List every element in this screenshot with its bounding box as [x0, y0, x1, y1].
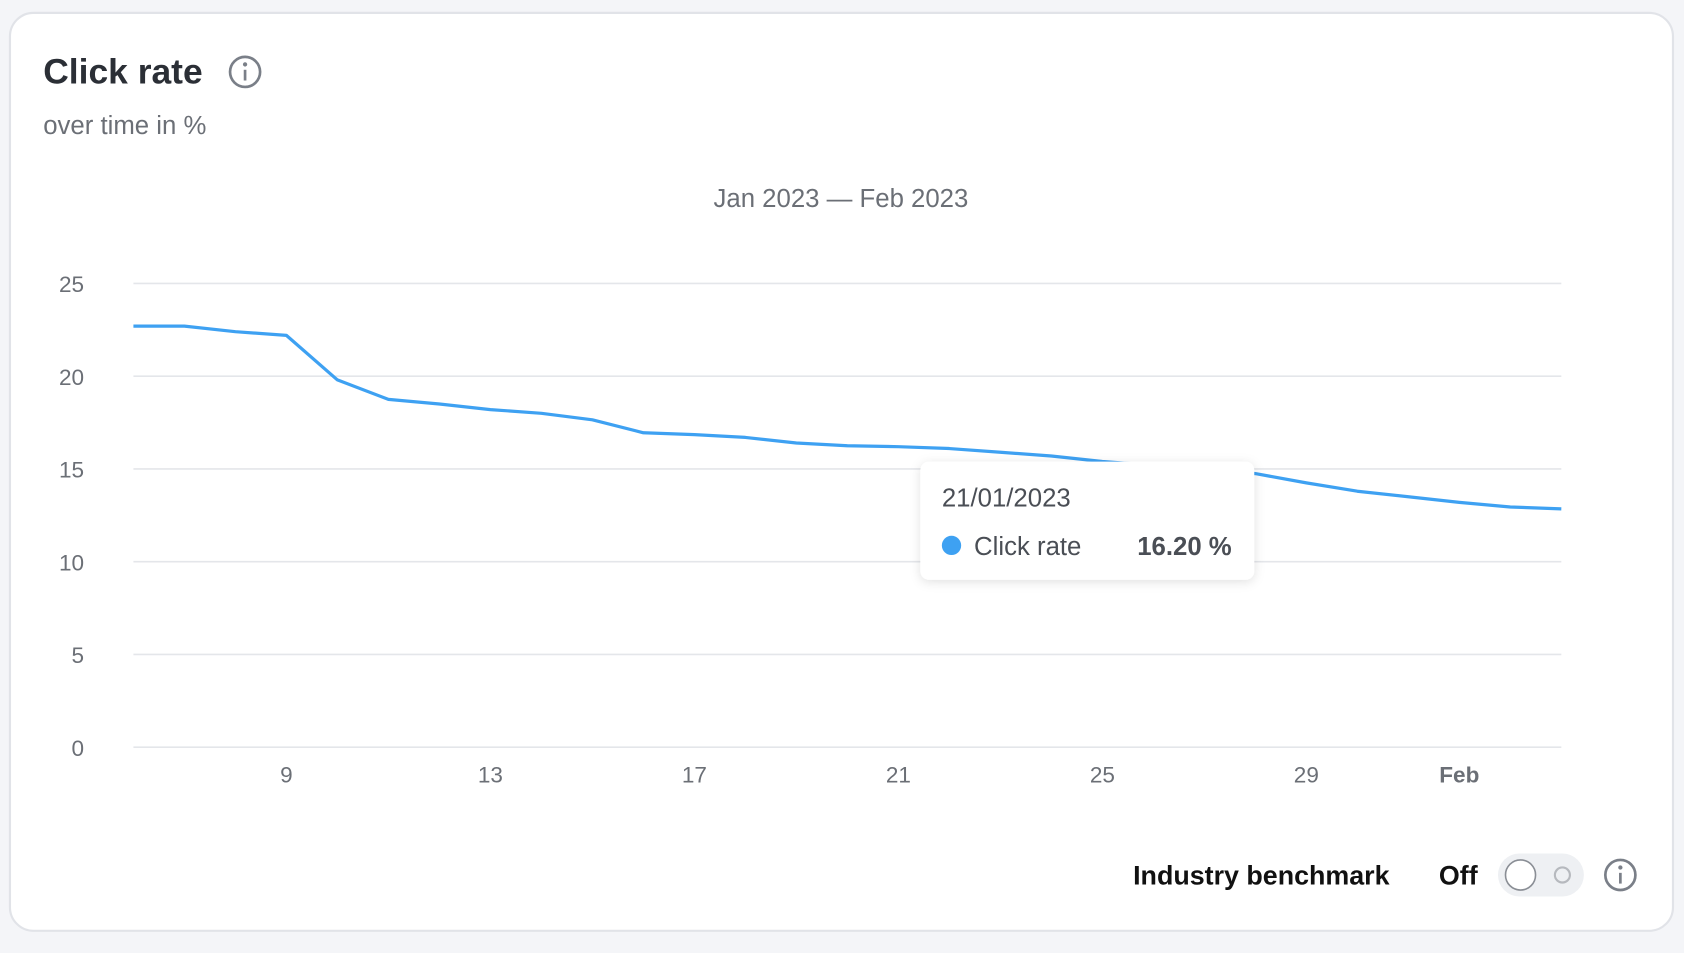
x-tick-label: 25 [1090, 763, 1115, 788]
tooltip-value: 16.20 % [1137, 533, 1232, 561]
tooltip-series: Click rate [974, 533, 1081, 561]
info-icon[interactable] [228, 55, 262, 89]
tooltip [920, 461, 1255, 580]
x-tick-label: Feb [1439, 763, 1479, 788]
x-tick-label: 21 [886, 763, 911, 788]
benchmark-label: Industry benchmark [1133, 861, 1390, 891]
y-tick-label: 5 [71, 643, 84, 668]
benchmark-info-icon[interactable] [1603, 858, 1637, 892]
tooltip-title: 21/01/2023 [942, 485, 1071, 513]
y-tick-label: 20 [59, 365, 84, 390]
benchmark-toggle[interactable] [1497, 853, 1584, 897]
x-tick-label: 17 [682, 763, 707, 788]
x-tick-label: 13 [478, 763, 503, 788]
y-tick-label: 15 [59, 458, 84, 483]
card-title: Click rate [43, 52, 202, 92]
chart-title: Jan 2023 — Feb 2023 [714, 185, 969, 213]
y-tick-label: 25 [59, 272, 84, 297]
line-series [133, 324, 1562, 511]
y-tick-label: 10 [59, 550, 84, 575]
toggle-state: Off [1439, 861, 1478, 891]
tooltip-marker [941, 535, 962, 556]
card-subtitle: over time in % [43, 112, 206, 140]
x-tick-label: 9 [280, 763, 293, 788]
card [8, 11, 1675, 932]
y-tick-label: 0 [71, 736, 84, 761]
x-tick-label: 29 [1294, 763, 1319, 788]
